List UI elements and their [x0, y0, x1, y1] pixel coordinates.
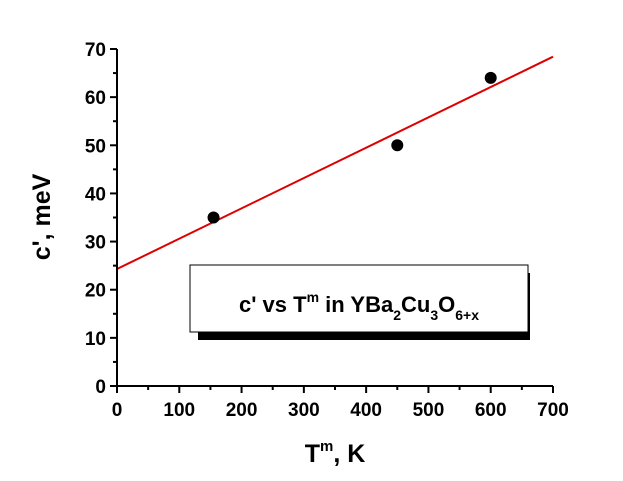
x-tick-label: 700	[537, 400, 569, 421]
y-tick-label: 20	[85, 281, 106, 302]
x-label-sup: m	[320, 438, 333, 455]
annotation-text: in YBa	[319, 292, 394, 317]
annotation: c' vs Tm in YBa2Cu3O6+x	[239, 289, 479, 323]
annotation-sub: 3	[430, 307, 438, 323]
y-tick-label: 0	[95, 377, 106, 398]
x-tick-label: 500	[413, 400, 445, 421]
x-tick-label: 100	[163, 400, 195, 421]
annotation-sub: 2	[393, 307, 401, 323]
x-label-text: , K	[333, 440, 365, 468]
x-label-text: T	[305, 440, 320, 468]
y-tick-label: 40	[85, 184, 106, 205]
y-tick-label: 60	[85, 88, 106, 109]
annotation-sub: 6+x	[455, 307, 479, 323]
x-axis-label: Tm, K	[305, 438, 366, 468]
annotation-box	[189, 264, 529, 333]
x-tick-label: 300	[288, 400, 320, 421]
annotation-text: c' vs T	[239, 292, 307, 317]
x-tick-label: 600	[475, 400, 507, 421]
annotation-text: Cu	[401, 292, 430, 317]
annotation-text: O	[438, 292, 455, 317]
y-tick-label: 70	[85, 40, 106, 61]
y-tick-label: 30	[85, 233, 106, 254]
annotation-sup: m	[307, 289, 319, 305]
y-axis-label: c', meV	[28, 173, 56, 260]
data-point	[207, 211, 220, 224]
x-tick-label: 0	[112, 400, 123, 421]
fit-line	[116, 55, 554, 270]
y-tick-label: 10	[85, 329, 106, 350]
data-point	[484, 71, 497, 84]
x-tick-label: 200	[226, 400, 258, 421]
y-tick-label: 50	[85, 136, 106, 157]
x-tick-label: 400	[350, 400, 382, 421]
data-point	[391, 139, 404, 152]
